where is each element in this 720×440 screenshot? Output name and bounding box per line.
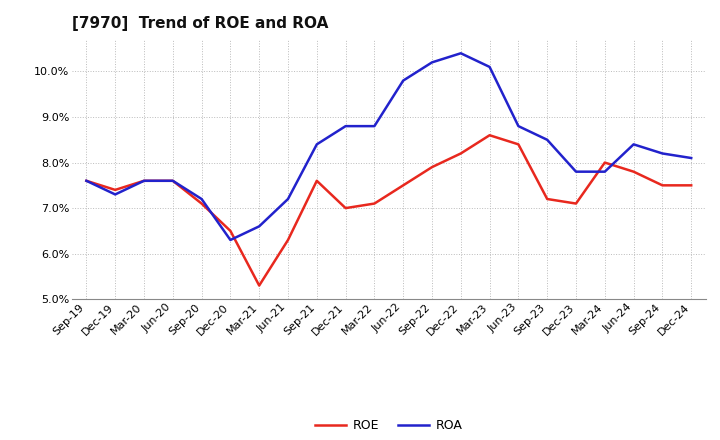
ROE — [456, 151, 465, 156]
ROA — [687, 155, 696, 161]
ROA — [543, 137, 552, 143]
Line: ROA: ROA — [86, 53, 691, 240]
ROE — [168, 178, 177, 183]
ROE — [370, 201, 379, 206]
ROE — [197, 201, 206, 206]
ROE — [600, 160, 609, 165]
ROE — [543, 196, 552, 202]
ROE — [572, 201, 580, 206]
ROA — [312, 142, 321, 147]
ROA — [485, 64, 494, 70]
ROA — [514, 124, 523, 129]
ROA — [111, 192, 120, 197]
ROE — [82, 178, 91, 183]
ROE — [341, 205, 350, 211]
ROA — [572, 169, 580, 174]
ROE — [658, 183, 667, 188]
ROA — [255, 224, 264, 229]
ROA — [370, 124, 379, 129]
ROA — [140, 178, 148, 183]
ROA — [197, 196, 206, 202]
ROA — [284, 196, 292, 202]
ROA — [226, 237, 235, 242]
Line: ROE: ROE — [86, 135, 691, 286]
ROA — [82, 178, 91, 183]
ROA — [600, 169, 609, 174]
ROE — [629, 169, 638, 174]
ROE — [687, 183, 696, 188]
ROE — [514, 142, 523, 147]
ROE — [111, 187, 120, 193]
ROA — [428, 60, 436, 65]
ROA — [341, 124, 350, 129]
ROE — [312, 178, 321, 183]
Text: [7970]  Trend of ROE and ROA: [7970] Trend of ROE and ROA — [72, 16, 328, 32]
ROE — [485, 132, 494, 138]
ROA — [629, 142, 638, 147]
ROA — [456, 51, 465, 56]
ROE — [255, 283, 264, 288]
Legend: ROE, ROA: ROE, ROA — [310, 414, 467, 437]
ROE — [399, 183, 408, 188]
ROA — [399, 78, 408, 83]
ROE — [428, 165, 436, 170]
ROA — [658, 151, 667, 156]
ROE — [140, 178, 148, 183]
ROE — [284, 237, 292, 242]
ROA — [168, 178, 177, 183]
ROE — [226, 228, 235, 234]
